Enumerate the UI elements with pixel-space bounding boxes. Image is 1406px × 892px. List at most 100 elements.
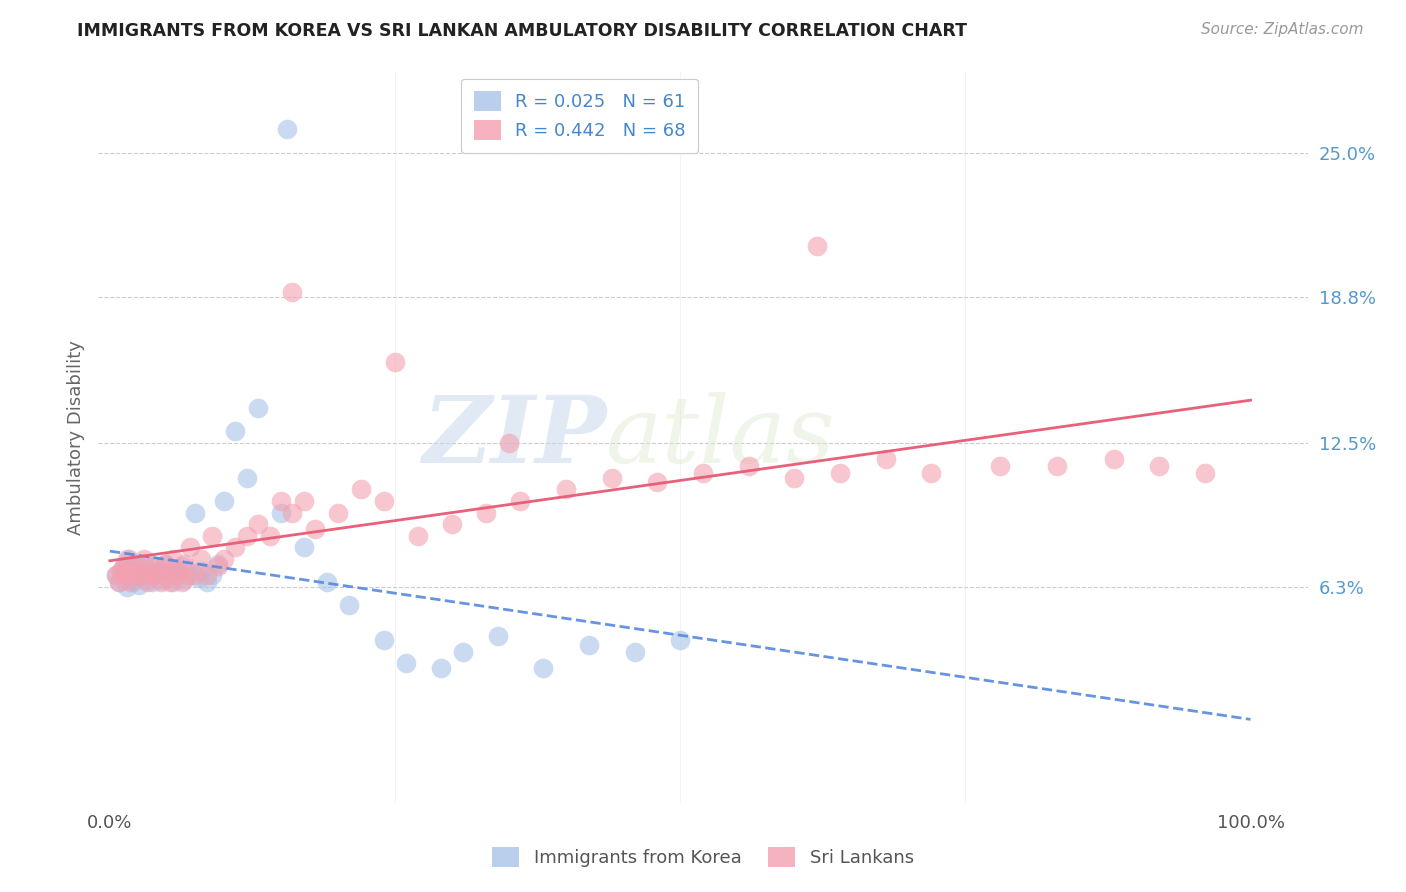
Point	[142, 558, 165, 573]
Point	[224, 541, 246, 555]
Point	[247, 517, 270, 532]
Point	[190, 564, 212, 578]
Point	[184, 568, 207, 582]
Point	[179, 541, 201, 555]
Point	[173, 573, 195, 587]
Point	[127, 570, 149, 584]
Point	[350, 483, 373, 497]
Point	[136, 564, 159, 578]
Point	[127, 558, 149, 573]
Point	[498, 436, 520, 450]
Point	[117, 568, 139, 582]
Point	[184, 506, 207, 520]
Point	[127, 566, 149, 580]
Point	[555, 483, 578, 497]
Point	[173, 557, 195, 571]
Point	[429, 661, 451, 675]
Y-axis label: Ambulatory Disability: Ambulatory Disability	[66, 340, 84, 534]
Point	[115, 552, 138, 566]
Point	[156, 570, 179, 584]
Point	[281, 285, 304, 299]
Point	[207, 558, 229, 573]
Point	[176, 568, 198, 582]
Point	[406, 529, 429, 543]
Point	[131, 568, 153, 582]
Text: Source: ZipAtlas.com: Source: ZipAtlas.com	[1201, 22, 1364, 37]
Point	[114, 566, 136, 580]
Point	[270, 494, 292, 508]
Point	[176, 564, 198, 578]
Point	[110, 564, 132, 578]
Point	[315, 575, 337, 590]
Point	[326, 506, 349, 520]
Point	[120, 568, 142, 582]
Point	[136, 575, 159, 590]
Point	[737, 459, 759, 474]
Point	[108, 575, 131, 590]
Point	[207, 557, 229, 571]
Point	[153, 557, 176, 571]
Point	[132, 557, 155, 571]
Point	[531, 661, 554, 675]
Point	[509, 494, 531, 508]
Point	[132, 552, 155, 566]
Point	[156, 568, 179, 582]
Point	[669, 633, 692, 648]
Point	[170, 558, 193, 573]
Point	[120, 575, 142, 590]
Point	[157, 564, 180, 578]
Point	[121, 564, 143, 578]
Point	[276, 122, 298, 136]
Point	[1149, 459, 1171, 474]
Point	[623, 645, 645, 659]
Point	[806, 238, 828, 252]
Point	[692, 466, 714, 480]
Text: ZIP: ZIP	[422, 392, 606, 482]
Point	[167, 568, 190, 582]
Point	[373, 633, 395, 648]
Point	[167, 564, 190, 578]
Point	[920, 466, 942, 480]
Point	[121, 575, 143, 590]
Point	[110, 564, 132, 578]
Point	[235, 529, 257, 543]
Point	[647, 475, 669, 490]
Point	[112, 558, 135, 573]
Point	[259, 529, 281, 543]
Text: IMMIGRANTS FROM KOREA VS SRI LANKAN AMBULATORY DISABILITY CORRELATION CHART: IMMIGRANTS FROM KOREA VS SRI LANKAN AMBU…	[77, 22, 967, 40]
Point	[1102, 452, 1125, 467]
Point	[114, 566, 136, 580]
Point	[783, 471, 806, 485]
Point	[170, 575, 193, 590]
Point	[195, 575, 218, 590]
Point	[337, 599, 360, 613]
Point	[112, 558, 135, 573]
Point	[475, 506, 498, 520]
Point	[124, 568, 146, 582]
Point	[179, 568, 201, 582]
Point	[441, 517, 464, 532]
Point	[292, 494, 315, 508]
Point	[148, 564, 170, 578]
Point	[1046, 459, 1069, 474]
Point	[104, 568, 127, 582]
Point	[195, 568, 218, 582]
Point	[131, 568, 153, 582]
Point	[828, 466, 851, 480]
Point	[129, 561, 152, 575]
Point	[201, 568, 224, 582]
Point	[384, 354, 406, 368]
Point	[165, 566, 187, 580]
Point	[108, 575, 131, 590]
Point	[190, 552, 212, 566]
Point	[162, 552, 184, 566]
Point	[281, 506, 304, 520]
Point	[373, 494, 395, 508]
Point	[115, 580, 138, 594]
Point	[159, 575, 181, 590]
Point	[141, 575, 163, 590]
Point	[988, 459, 1011, 474]
Point	[145, 558, 167, 573]
Point	[139, 568, 162, 582]
Point	[146, 566, 169, 580]
